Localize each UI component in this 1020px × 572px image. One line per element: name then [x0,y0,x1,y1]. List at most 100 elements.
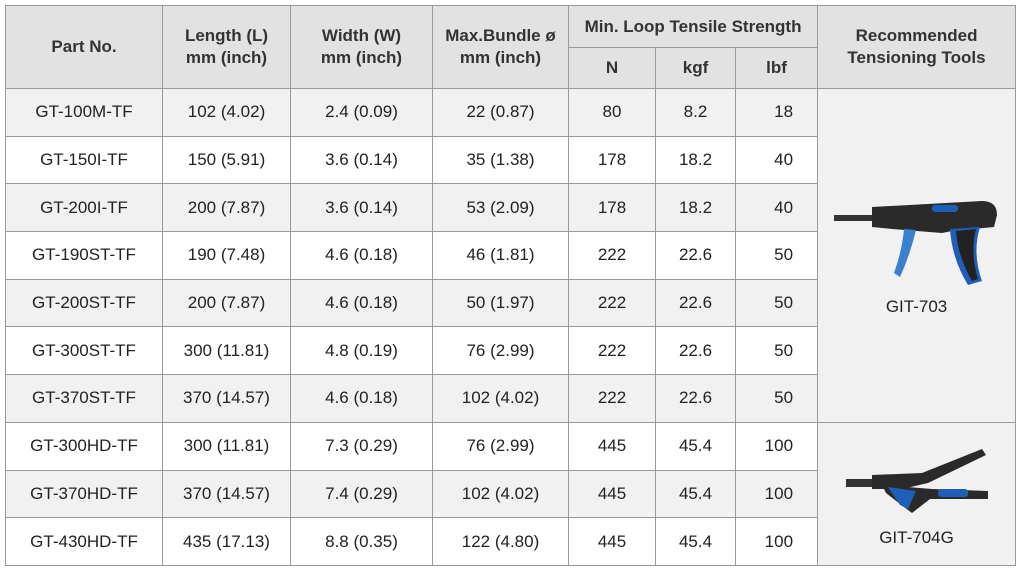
cell: 18.2 [655,135,736,185]
cell: 445 [568,469,656,519]
cell: 50 [734,278,819,328]
cell: 22 (0.87) [432,88,569,137]
cell: 22.6 [655,278,736,328]
cell: 7.3 (0.29) [290,421,433,471]
part-number: GT-370ST-TF [5,374,163,423]
cell: 50 (1.97) [432,278,569,328]
tool-label: GIT-703 [885,297,948,317]
cell: 200 (7.87) [162,183,291,233]
header-bundle: Max.Bundle ø mm (inch) [432,5,569,89]
cell: 40 [734,183,819,233]
cell: 45.4 [655,421,736,471]
cell: 150 (5.91) [162,135,291,185]
cell: 8.8 (0.35) [290,517,433,566]
cell: 53 (2.09) [432,183,569,233]
header-unit: N [568,47,656,89]
cell: 190 (7.48) [162,231,291,280]
header-text: mm (inch) [185,48,268,67]
cell: 80 [568,88,656,137]
cell: 35 (1.38) [432,135,569,185]
cell: 8.2 [655,88,736,137]
header-unit: lbf [734,47,819,89]
cell: 222 [568,326,656,376]
cell: 102 (4.02) [162,88,291,137]
part-number: GT-300ST-TF [5,326,163,376]
cell: 45.4 [655,517,736,566]
part-number: GT-150I-TF [5,135,163,185]
table-row: GT-150I-TF 150 (5.91) 3.6 (0.14) 35 (1.38) 1… [5,135,1016,185]
cell: 4.8 (0.19) [290,326,433,376]
cell: 4.6 (0.18) [290,374,433,423]
cell: 3.6 (0.14) [290,135,433,185]
header-tensile: Min. Loop Tensile Strength [567,5,819,48]
cell: 4.6 (0.18) [290,231,433,280]
header-part-no: Part No. [5,5,163,89]
part-number: GT-300HD-TF [5,421,163,471]
cell: 102 (4.02) [432,374,569,423]
cell: 18 [734,88,819,137]
cell: 122 (4.80) [432,517,569,566]
part-number: GT-100M-TF [5,88,163,137]
table-row: GT-370ST-TF 370 (14.57) 4.6 (0.18) 102 (4.0… [5,374,1016,423]
part-number: GT-430HD-TF [5,517,163,566]
cell: 76 (2.99) [432,326,569,376]
header-width: Width (W) mm (inch) [290,5,433,89]
header-length: Length (L) mm (inch) [162,5,291,89]
header-unit: kgf [655,47,736,89]
header-tools: Recommended Tensioning Tools [817,5,1017,89]
cell: 46 (1.81) [432,231,569,280]
cell: 22.6 [655,326,736,376]
cell: 22.6 [655,231,736,280]
table-row: GT-370HD-TF 370 (14.57) 7.4 (0.29) 102 (4.0… [5,469,1016,519]
cell: 7.4 (0.29) [290,469,433,519]
header-text: Length (L) [184,26,269,45]
tool-cell: GIT-704G [817,421,1017,566]
header-text: mm (inch) [459,48,542,67]
cell: 3.6 (0.14) [290,183,433,233]
cell: 178 [568,183,656,233]
cell: 50 [734,374,819,423]
header-text: Width (W) [321,26,402,45]
cell: 222 [568,374,656,423]
cell: 178 [568,135,656,185]
cell: 435 (17.13) [162,517,291,566]
table-row: GT-200I-TF 200 (7.87) 3.6 (0.14) 53 (2.09) 1… [5,183,1016,233]
cell: 18.2 [655,183,736,233]
cell: 222 [568,231,656,280]
cell: 40 [734,135,819,185]
header-text: mm (inch) [320,48,403,67]
cell: 200 (7.87) [162,278,291,328]
table-row: GT-300HD-TF 300 (11.81) 7.3 (0.29) 76 (2.99… [5,421,1017,566]
cell: 370 (14.57) [162,469,291,519]
header-text: Tensioning Tools [847,48,986,67]
table-row: GT-430HD-TF 435 (17.13) 8.8 (0.35) 122 (4.8… [5,517,1016,566]
part-number: GT-190ST-TF [5,231,163,280]
table-row: GT-100M-TF 102 (4.02) 2.4 (0.09) 22 (0.87) 8… [5,88,1017,423]
table-row: GT-190ST-TF 190 (7.48) 4.6 (0.18) 46 (1.81)… [5,231,1016,280]
cell: 100 [734,421,819,471]
cell: 222 [568,278,656,328]
header-text: Max.Bundle ø [445,26,556,45]
cell: 300 (11.81) [162,421,291,471]
cell: 50 [734,326,819,376]
cell: 45.4 [655,469,736,519]
cell: 76 (2.99) [432,421,569,471]
table-row: GT-300ST-TF 300 (11.81) 4.8 (0.19) 76 (2.99… [5,326,1016,376]
spec-table: Part No. Length (L) mm (inch) Width (W) mm… [5,5,1017,566]
cell: 300 (11.81) [162,326,291,376]
cell: 445 [568,517,656,566]
cell: 445 [568,421,656,471]
part-number: GT-200I-TF [5,183,163,233]
cell: 102 (4.02) [432,469,569,519]
tool-label: GIT-704G [879,528,954,548]
part-number: GT-370HD-TF [5,469,163,519]
header-text: Recommended [855,26,978,45]
tool-icon [833,201,997,286]
cell: 100 [734,469,819,519]
cell: 50 [734,231,819,280]
cell: 22.6 [655,374,736,423]
cell: 370 (14.57) [162,374,291,423]
part-number: GT-200ST-TF [5,278,163,328]
tool-cell: GIT-703 [817,88,1017,423]
